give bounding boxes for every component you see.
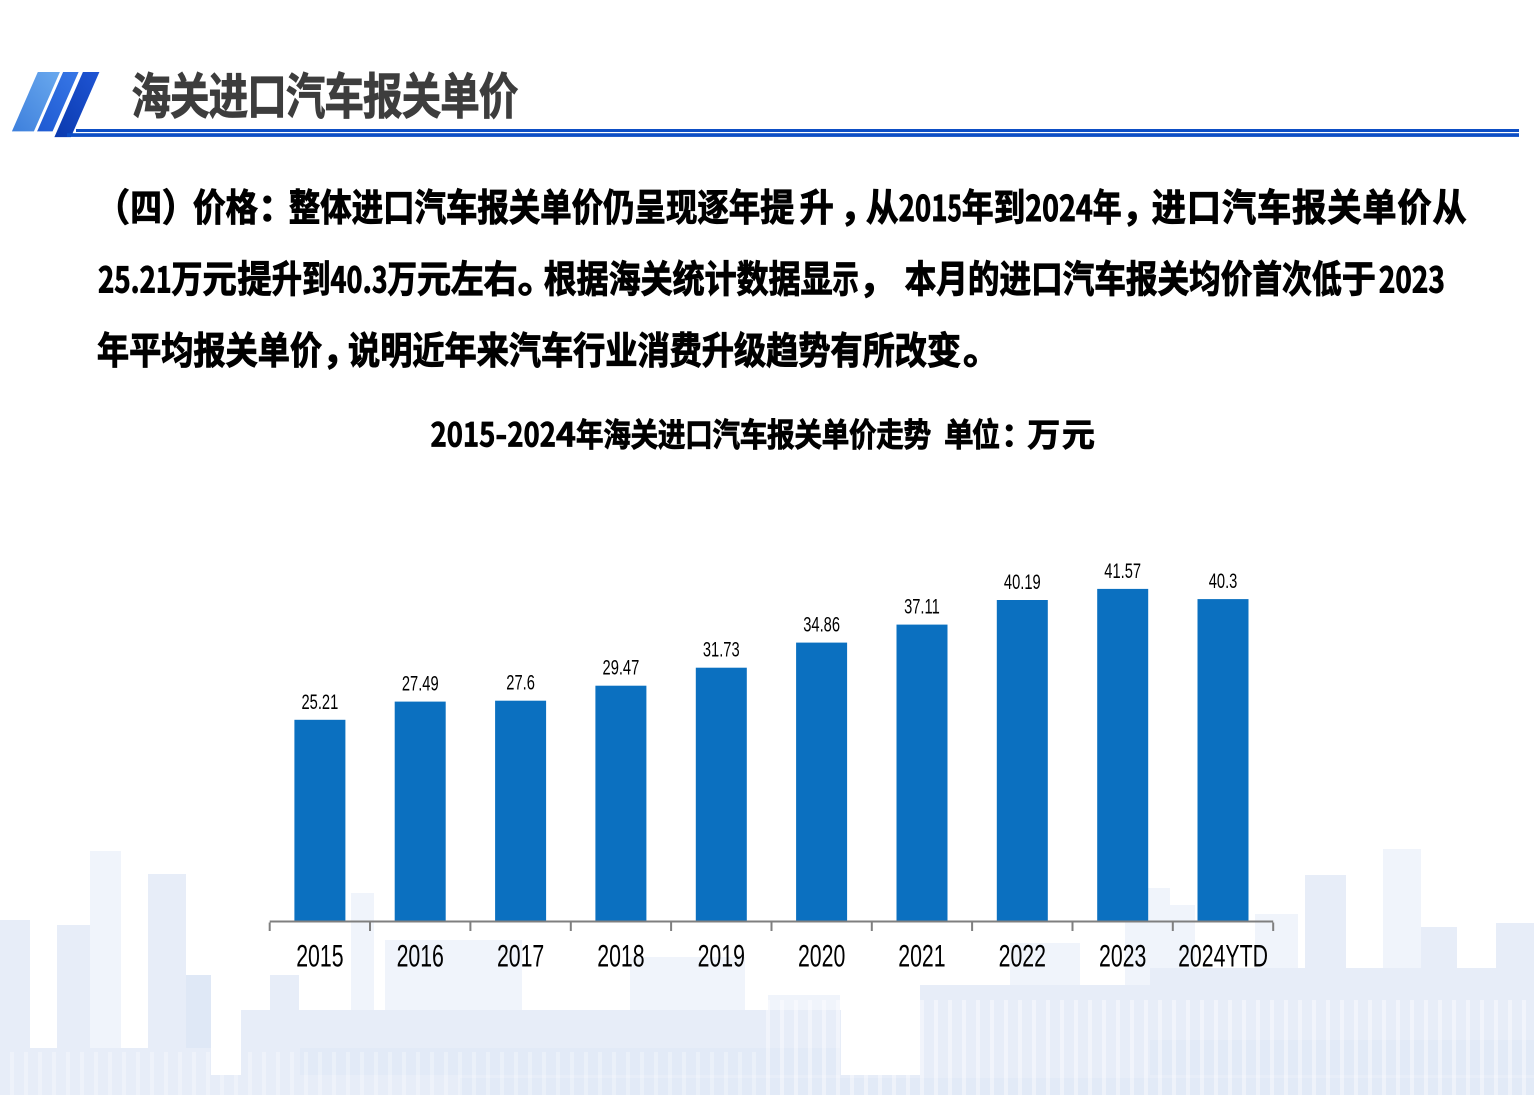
- svg-text:2019: 2019: [698, 938, 745, 973]
- svg-text:29.47: 29.47: [603, 655, 640, 680]
- svg-text:41.57: 41.57: [1104, 558, 1141, 583]
- svg-text:2021: 2021: [898, 938, 945, 973]
- svg-text:2022: 2022: [999, 938, 1046, 973]
- svg-text:40.19: 40.19: [1004, 569, 1041, 594]
- svg-text:31.73: 31.73: [703, 637, 740, 662]
- svg-text:2016: 2016: [397, 938, 444, 973]
- svg-text:27.6: 27.6: [506, 670, 535, 695]
- svg-text:34.86: 34.86: [803, 612, 840, 637]
- svg-text:37.11: 37.11: [904, 594, 940, 619]
- svg-text:27.49: 27.49: [402, 671, 439, 696]
- svg-text:2017: 2017: [497, 938, 544, 973]
- svg-text:2023: 2023: [1099, 938, 1146, 973]
- svg-text:2020: 2020: [798, 938, 845, 973]
- svg-text:2015: 2015: [296, 938, 343, 973]
- svg-text:2018: 2018: [597, 938, 644, 973]
- svg-text:25.21: 25.21: [301, 689, 338, 714]
- svg-text:40.3: 40.3: [1209, 568, 1238, 593]
- svg-text:2024YTD: 2024YTD: [1178, 938, 1268, 973]
